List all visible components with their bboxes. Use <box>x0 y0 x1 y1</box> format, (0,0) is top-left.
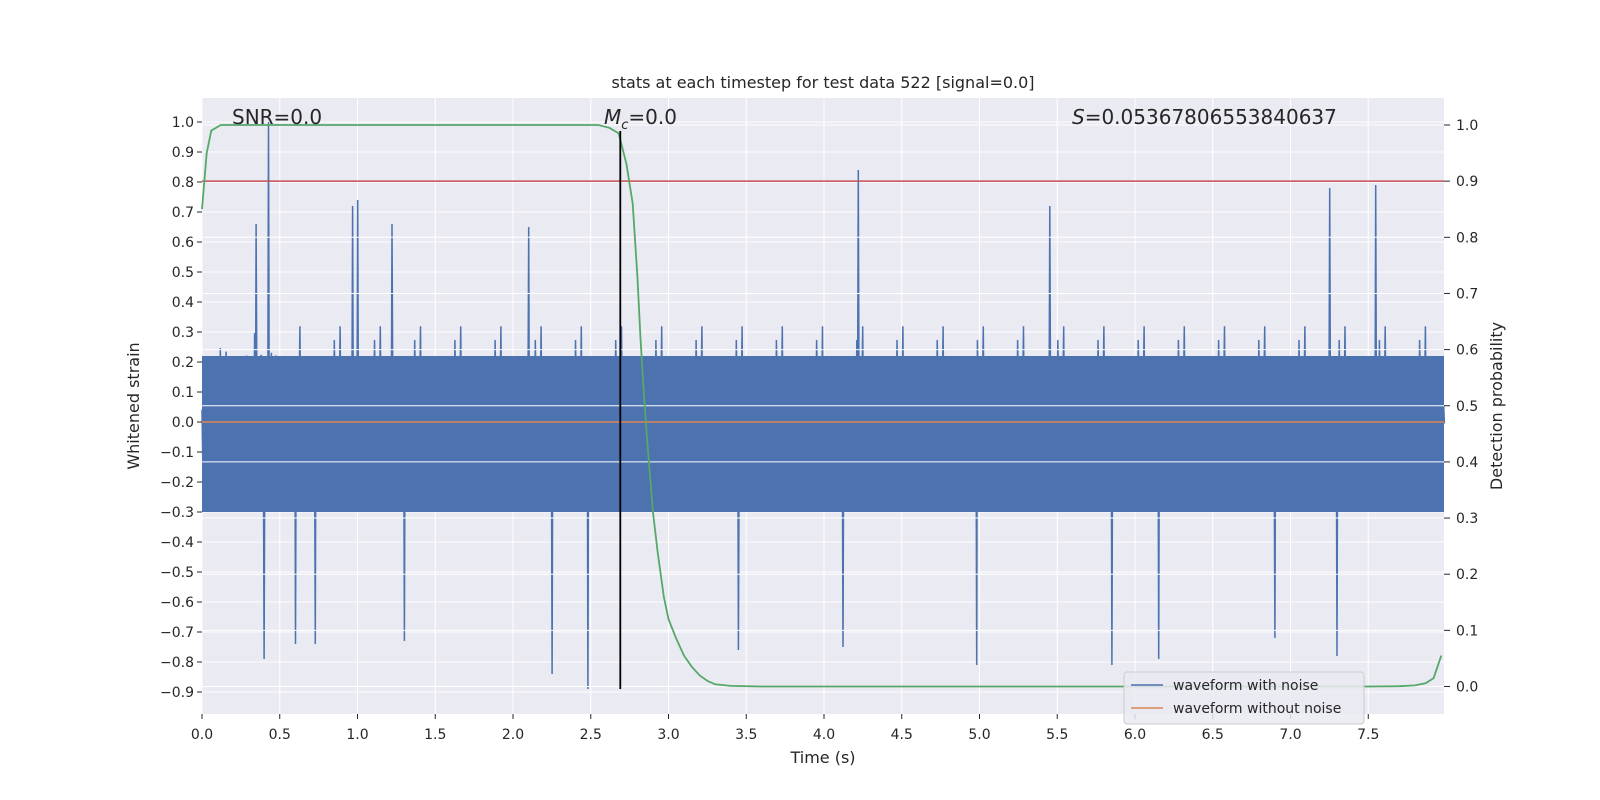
x-tick-label: 3.5 <box>735 727 757 743</box>
x-tick-label: 2.0 <box>502 727 524 743</box>
y-tick-label: 0.0 <box>172 415 194 431</box>
score-value: =0.05367806553840637 <box>1085 105 1337 129</box>
x-tick-label: 2.5 <box>580 727 602 743</box>
y-tick-label: 0.9 <box>172 145 194 161</box>
x-tick-label: 4.0 <box>813 727 835 743</box>
y-tick-label: 0.5 <box>172 265 194 281</box>
y-tick-label: −0.6 <box>160 595 194 611</box>
y2-tick-label: 0.5 <box>1456 399 1478 415</box>
y-axis-label: Whitened strain <box>124 342 143 469</box>
y2-tick-label: 0.4 <box>1456 455 1478 471</box>
y-tick-label: −0.5 <box>160 565 194 581</box>
legend: waveform with noise waveform without noi… <box>1123 671 1365 725</box>
y-tick-label: 0.3 <box>172 325 194 341</box>
y-tick-label: 0.2 <box>172 355 194 371</box>
chart-title: stats at each timestep for test data 522… <box>611 73 1034 92</box>
y-axis-ticks: 1.0 0.9 0.8 0.7 0.6 0.5 0.4 0.3 0.2 0.1 0.0 −0.1 −0.… <box>160 115 202 701</box>
y2-tick-label: 0.8 <box>1456 230 1478 246</box>
y2-tick-label: 0.3 <box>1456 511 1478 527</box>
y-tick-label: −0.3 <box>160 505 194 521</box>
y-tick-label: −0.8 <box>160 655 194 671</box>
y2-tick-label: 0.1 <box>1456 623 1478 639</box>
x-axis-label: Time (s) <box>789 748 855 767</box>
x-tick-label: 6.0 <box>1124 727 1146 743</box>
y-tick-label: 0.8 <box>172 175 194 191</box>
chirp-mass-annotation: Mc=0.0 <box>604 105 677 133</box>
x-tick-label: 5.5 <box>1046 727 1068 743</box>
x-tick-label: 6.5 <box>1202 727 1224 743</box>
y2-tick-label: 0.9 <box>1456 174 1478 190</box>
x-tick-label: 1.5 <box>424 727 446 743</box>
chirp-mass-value: =0.0 <box>628 105 677 129</box>
waveform-with-noise-series <box>201 121 1446 690</box>
legend-box <box>1123 671 1365 725</box>
y-tick-label: −0.7 <box>160 625 194 641</box>
y2-tick-label: 0.7 <box>1456 286 1478 302</box>
y-tick-label: −0.1 <box>160 445 194 461</box>
x-tick-label: 3.0 <box>657 727 679 743</box>
y-tick-label: 0.7 <box>172 205 194 221</box>
x-tick-label: 7.0 <box>1279 727 1301 743</box>
y2-tick-label: 0.6 <box>1456 343 1478 359</box>
y2-tick-label: 0.2 <box>1456 567 1478 583</box>
x-tick-label: 0.5 <box>269 727 291 743</box>
legend-label-with-noise: waveform with noise <box>1173 678 1318 694</box>
y-tick-label: −0.2 <box>160 475 194 491</box>
y-tick-label: −0.9 <box>160 685 194 701</box>
score-symbol: S <box>1072 105 1085 129</box>
legend-label-without-noise: waveform without noise <box>1173 701 1341 717</box>
x-tick-label: 1.0 <box>346 727 368 743</box>
snr-annotation: SNR=0.0 <box>232 105 322 129</box>
x-tick-label: 7.5 <box>1357 727 1379 743</box>
y2-axis-ticks: 1.0 0.9 0.8 0.7 0.6 0.5 0.4 0.3 0.2 0.1 0.0 <box>1444 118 1478 696</box>
chirp-mass-subscript: c <box>621 118 628 133</box>
y2-tick-label: 0.0 <box>1456 680 1478 696</box>
y-tick-label: 0.1 <box>172 385 194 401</box>
waveform-noise-band <box>202 356 1444 512</box>
y-tick-label: 0.4 <box>172 295 194 311</box>
x-tick-label: 0.0 <box>191 727 213 743</box>
chirp-mass-symbol: M <box>604 105 621 129</box>
x-tick-label: 4.5 <box>891 727 913 743</box>
y2-axis-label: Detection probability <box>1487 322 1506 490</box>
y-tick-label: 1.0 <box>172 115 194 131</box>
y2-tick-label: 1.0 <box>1456 118 1478 134</box>
x-tick-label: 5.0 <box>968 727 990 743</box>
y-tick-label: −0.4 <box>160 535 194 551</box>
score-annotation: S=0.05367806553840637 <box>1072 105 1337 129</box>
x-axis-ticks: 0.0 0.5 1.0 1.5 2.0 2.5 3.0 3.5 4.0 4.5 5.0 5.5 6.0 6… <box>191 714 1379 743</box>
y-tick-label: 0.6 <box>172 235 194 251</box>
